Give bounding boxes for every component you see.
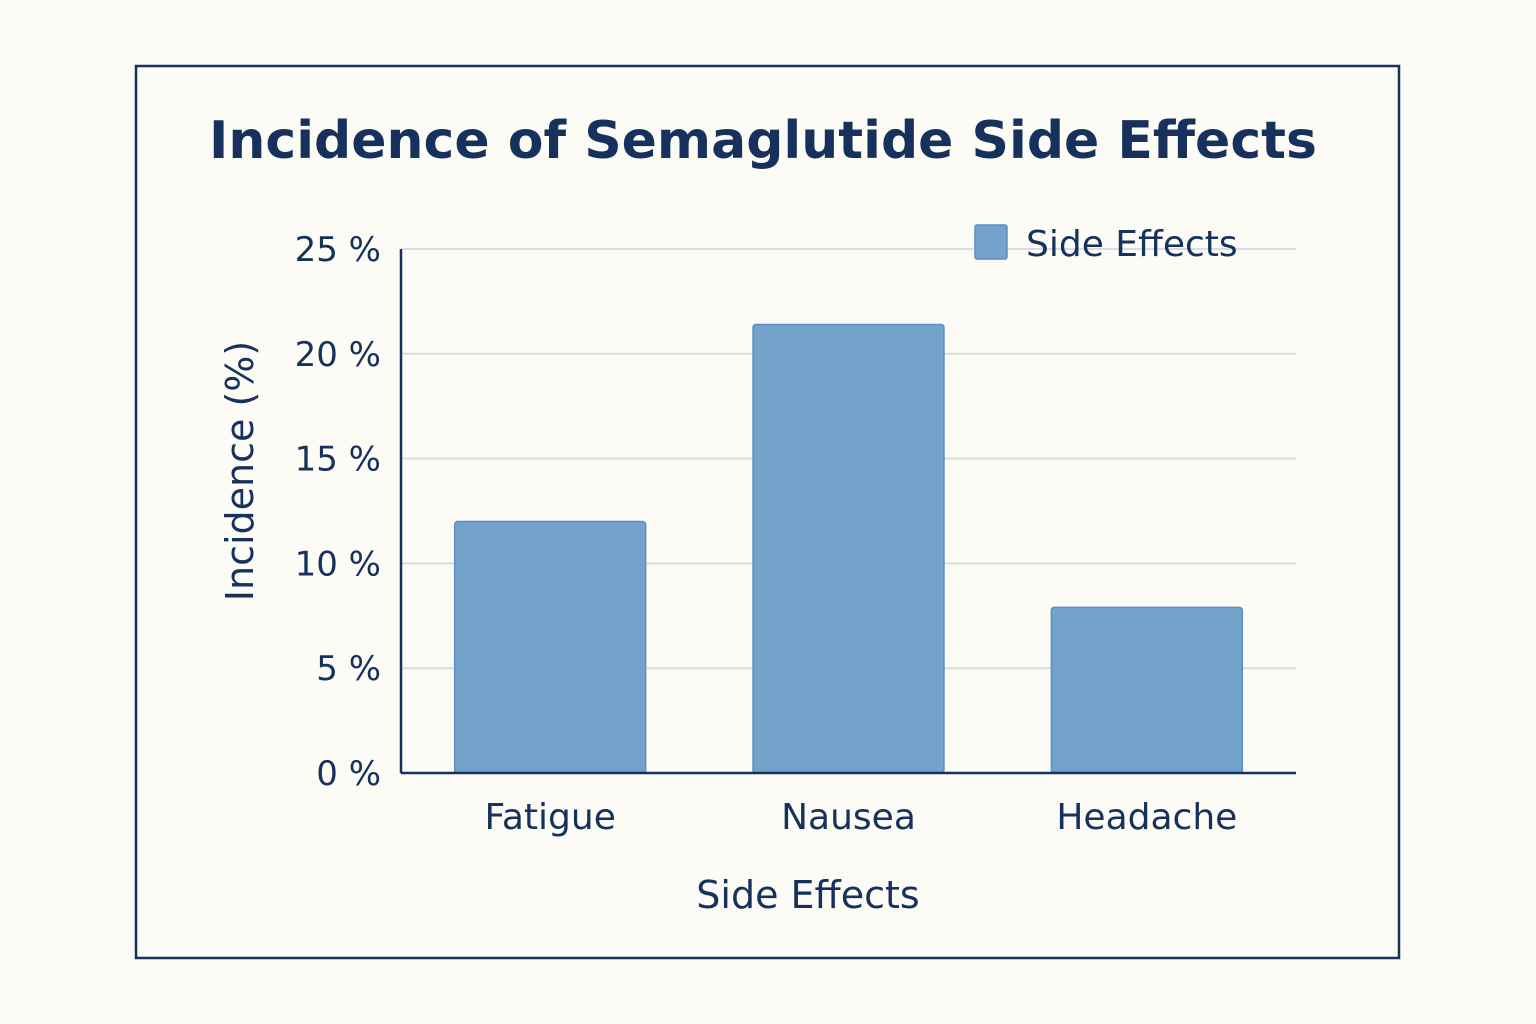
x-tick-label: Headache	[1056, 797, 1237, 838]
chart-frame	[134, 64, 1401, 960]
legend: Side Effects	[974, 224, 1238, 265]
bar-nausea	[752, 323, 945, 774]
legend-swatch-side-effects	[974, 224, 1008, 260]
y-axis-title: Incidence (%)	[218, 341, 262, 601]
y-tick-label: 20 %	[295, 335, 381, 375]
y-tick-label: 15 %	[295, 440, 381, 480]
x-tick-label: Fatigue	[484, 797, 615, 838]
y-tick-label: 5 %	[316, 649, 381, 689]
chart-title: Incidence of Semaglutide Side Effects	[209, 111, 1317, 171]
y-tick-labels: 0 % 5 % 10 % 15 % 20 % 25 %	[295, 230, 381, 794]
x-tick-label: Nausea	[781, 797, 916, 838]
bar-headache	[1050, 606, 1244, 774]
legend-label-side-effects: Side Effects	[1026, 224, 1238, 265]
y-tick-label: 10 %	[295, 544, 381, 584]
x-axis-title: Side Effects	[696, 873, 919, 917]
bars	[453, 323, 1244, 774]
x-tick-labels: Fatigue Nausea Headache	[484, 797, 1237, 838]
y-tick-label: 0 %	[316, 754, 381, 794]
bar-fatigue	[453, 520, 647, 774]
y-tick-label: 25 %	[295, 230, 381, 270]
